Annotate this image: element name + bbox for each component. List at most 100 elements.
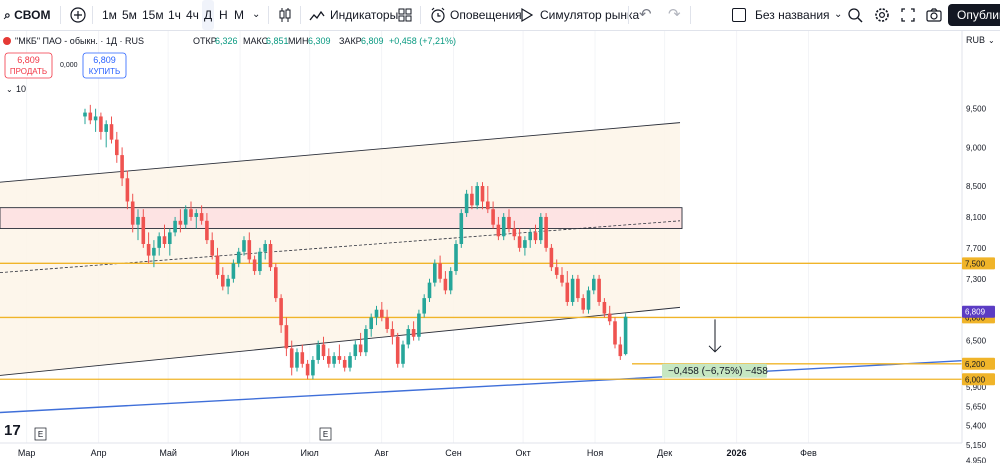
candle-body bbox=[475, 186, 479, 206]
event-marker-box bbox=[34, 427, 47, 441]
open-label: ОТКР bbox=[193, 36, 217, 46]
candle-body bbox=[300, 352, 305, 364]
candle-body bbox=[411, 329, 416, 337]
publish-button[interactable]: Опублико bbox=[948, 4, 1000, 26]
candle-body bbox=[247, 240, 252, 260]
candle-body bbox=[554, 267, 559, 275]
candle-body bbox=[348, 356, 352, 368]
candle-body bbox=[459, 213, 464, 244]
undo-icon[interactable]: ↶ bbox=[639, 6, 652, 23]
candle-body bbox=[109, 124, 114, 140]
low-label: МИН bbox=[288, 36, 308, 46]
open-value: 6,326 bbox=[215, 36, 238, 46]
candle-body bbox=[83, 112, 87, 117]
simulator-button[interactable]: Симулятор рынка bbox=[540, 8, 640, 22]
candle-body bbox=[332, 356, 336, 364]
time-tick-label: Дек bbox=[657, 448, 672, 458]
gear-icon[interactable] bbox=[873, 6, 891, 24]
volume-toggle[interactable]: ⌄ 10 bbox=[6, 84, 26, 94]
interval-4h[interactable]: 4ч bbox=[186, 8, 199, 22]
forecast-arrow-head bbox=[708, 345, 722, 353]
price-tick-label: 7,300 bbox=[966, 275, 987, 284]
candle-body bbox=[607, 313, 612, 322]
level-price-tag bbox=[962, 357, 995, 370]
candle-body bbox=[533, 232, 538, 241]
candle-body bbox=[337, 356, 342, 360]
candle-body bbox=[221, 274, 225, 287]
interval-5m[interactable]: 5м bbox=[122, 8, 137, 22]
buy-button-box bbox=[82, 52, 127, 79]
candle-body bbox=[592, 278, 596, 291]
interval-month[interactable]: М bbox=[234, 8, 244, 22]
alarm-clock-icon[interactable] bbox=[429, 6, 447, 24]
indicators-icon[interactable] bbox=[308, 6, 326, 24]
candle-body bbox=[623, 316, 628, 355]
time-tick-label: Июл bbox=[301, 448, 319, 458]
candle-body bbox=[480, 186, 485, 202]
candle-body bbox=[88, 112, 93, 121]
chevron-down-icon[interactable]: ⌄ bbox=[834, 9, 843, 20]
add-symbol-icon[interactable] bbox=[69, 6, 87, 24]
candle-body bbox=[364, 329, 368, 353]
volume-toggle-value: 10 bbox=[16, 84, 26, 94]
price-tick-label: 5,900 bbox=[966, 383, 987, 392]
templates-grid-icon[interactable] bbox=[396, 6, 414, 24]
candle-body bbox=[406, 329, 411, 345]
price-chart[interactable]: −0,458 (−6,75%) −458 RUB ⌄ 9,500 9,000 8,5… bbox=[0, 31, 1000, 463]
candle-body bbox=[417, 313, 421, 337]
measure-label: −0,458 (−6,75%) −458 bbox=[668, 366, 768, 377]
candle-body bbox=[501, 216, 506, 237]
symbol-search[interactable]: ⌕ СВОМ bbox=[4, 0, 50, 30]
candle-body bbox=[168, 232, 172, 244]
candle-body bbox=[597, 278, 601, 302]
interval-week[interactable]: Н bbox=[219, 8, 228, 22]
level-price-tag bbox=[962, 257, 995, 270]
candle-body bbox=[613, 321, 617, 345]
quick-search-icon[interactable] bbox=[846, 6, 864, 24]
fullscreen-icon[interactable] bbox=[899, 6, 917, 24]
divider bbox=[60, 6, 61, 24]
camera-icon[interactable] bbox=[925, 6, 943, 24]
chevron-down-icon[interactable]: ⌄ bbox=[252, 9, 261, 20]
channel-lower-line bbox=[0, 306, 681, 376]
candle-body bbox=[586, 290, 591, 310]
candle-body bbox=[539, 216, 543, 241]
layout-name[interactable]: Без названия bbox=[755, 8, 830, 22]
divider bbox=[300, 6, 301, 24]
candle-body bbox=[210, 240, 214, 256]
legend: "МКБ" ПАО - обыкн. · 1Д · RUS ОТКР 6,326… bbox=[3, 36, 456, 46]
time-tick-label: Мар bbox=[18, 448, 36, 458]
redo-icon[interactable]: ↷ bbox=[668, 6, 681, 23]
sell-button[interactable]: 6,809 ПРОДАТЬ bbox=[4, 52, 53, 79]
candles-style-icon[interactable] bbox=[276, 6, 294, 24]
price-tick-label: 6,500 bbox=[966, 337, 987, 346]
candle-body bbox=[125, 178, 130, 202]
interval-1m[interactable]: 1м bbox=[102, 8, 117, 22]
layout-checkbox-icon[interactable] bbox=[732, 8, 746, 22]
candle-body bbox=[130, 201, 135, 225]
tradingview-logo[interactable]: 17 bbox=[4, 422, 21, 439]
spread-value: 0,000 bbox=[60, 62, 78, 69]
chevron-down-icon[interactable]: ⌄ bbox=[988, 36, 995, 45]
buy-button[interactable]: 6,809 КУПИТЬ bbox=[82, 52, 127, 79]
indicators-button[interactable]: Индикаторы bbox=[330, 8, 399, 22]
event-marker[interactable]: E bbox=[323, 430, 328, 439]
divider bbox=[420, 6, 421, 24]
candle-body bbox=[226, 278, 230, 287]
interval-15m[interactable]: 15м bbox=[142, 8, 164, 22]
candles bbox=[83, 104, 628, 380]
buy-label: КУПИТЬ bbox=[89, 67, 120, 76]
level-price-tag bbox=[962, 373, 995, 386]
current-price-tag bbox=[962, 305, 995, 318]
event-marker[interactable]: E bbox=[38, 430, 43, 439]
chevron-down-icon: ⌄ bbox=[6, 85, 13, 94]
candle-body bbox=[560, 274, 564, 283]
interval-1h[interactable]: 1ч bbox=[168, 8, 181, 22]
interval-day[interactable]: Д bbox=[202, 0, 215, 30]
alerts-button[interactable]: Оповещения bbox=[450, 8, 522, 22]
time-tick-label: Май bbox=[159, 448, 177, 458]
candle-body bbox=[289, 348, 294, 368]
replay-icon[interactable] bbox=[518, 6, 536, 24]
candle-body bbox=[549, 247, 554, 268]
candle-body bbox=[581, 298, 585, 310]
